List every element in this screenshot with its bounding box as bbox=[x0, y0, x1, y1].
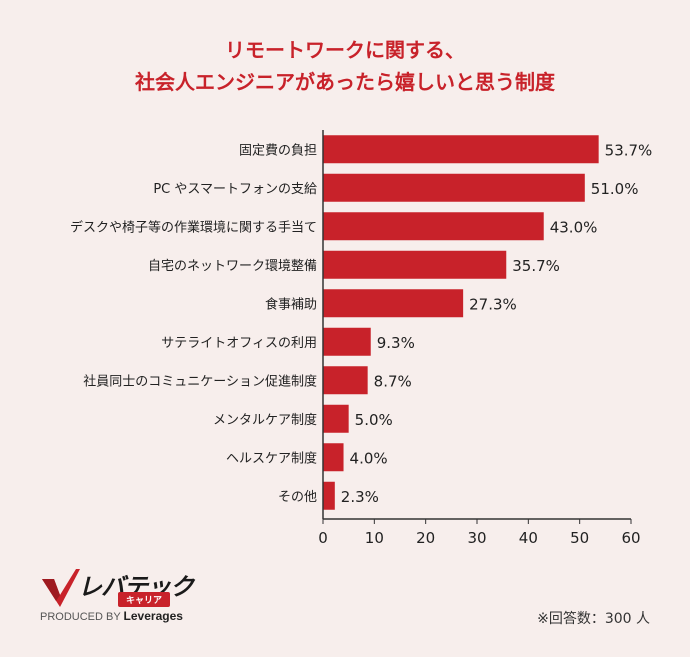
category-label: PC やスマートフォンの支給 bbox=[153, 182, 317, 197]
logo-sub: キャリア bbox=[118, 592, 171, 607]
x-tick-label: 50 bbox=[570, 529, 589, 547]
brand-name: Leverages bbox=[123, 609, 183, 623]
value-label: 53.7% bbox=[605, 141, 653, 159]
value-label: 5.0% bbox=[355, 411, 393, 429]
respondent-count-note: ※回答数：300 人 bbox=[537, 611, 650, 627]
value-label: 51.0% bbox=[591, 180, 639, 198]
category-label: メンタルケア制度 bbox=[213, 412, 317, 428]
bar bbox=[323, 443, 344, 472]
x-tick-label: 30 bbox=[467, 529, 486, 547]
category-label: デスクや椅子等の作業環境に関する手当て bbox=[70, 219, 317, 235]
category-label: サテライトオフィスの利用 bbox=[161, 336, 317, 351]
leverages-logo: レバテック キャリア PRODUCED BY Leverages bbox=[40, 567, 210, 627]
category-label: ヘルスケア制度 bbox=[226, 450, 317, 466]
category-label: 社員同士のコミュニケーション促進制度 bbox=[83, 373, 317, 389]
value-label: 35.7% bbox=[512, 257, 560, 275]
bar bbox=[323, 404, 349, 433]
category-label: 固定費の負担 bbox=[239, 143, 317, 158]
x-tick-label: 20 bbox=[416, 529, 435, 547]
produced-by-label: PRODUCED BY bbox=[40, 611, 121, 623]
bar bbox=[323, 289, 464, 318]
logo-mark-icon bbox=[42, 569, 80, 607]
value-label: 4.0% bbox=[350, 449, 388, 467]
category-label: 自宅のネットワーク環境整備 bbox=[148, 258, 317, 274]
chart-title-line-1: リモートワークに関する、 bbox=[225, 38, 465, 62]
bar bbox=[323, 366, 368, 395]
x-tick-label: 60 bbox=[621, 529, 640, 547]
x-tick-label: 0 bbox=[318, 529, 328, 547]
value-label: 27.3% bbox=[469, 295, 517, 313]
value-label: 8.7% bbox=[374, 372, 412, 390]
category-label: 食事補助 bbox=[265, 296, 317, 312]
chart-title-line-2: 社会人エンジニアがあったら嬉しいと思う制度 bbox=[135, 70, 555, 94]
x-tick-label: 40 bbox=[519, 529, 538, 547]
value-label: 43.0% bbox=[550, 218, 598, 236]
value-label: 2.3% bbox=[341, 488, 379, 506]
x-tick-label: 10 bbox=[365, 529, 384, 547]
bar bbox=[323, 173, 585, 202]
bar bbox=[323, 135, 599, 164]
chart-title: リモートワークに関する、 社会人エンジニアがあったら嬉しいと思う制度 bbox=[0, 34, 690, 98]
bar bbox=[323, 481, 335, 510]
bar bbox=[323, 212, 544, 241]
category-label: その他 bbox=[278, 490, 317, 505]
value-label: 9.3% bbox=[377, 334, 415, 352]
bar bbox=[323, 250, 507, 279]
bar bbox=[323, 327, 371, 356]
produced-by-text: PRODUCED BY Leverages bbox=[40, 609, 183, 623]
